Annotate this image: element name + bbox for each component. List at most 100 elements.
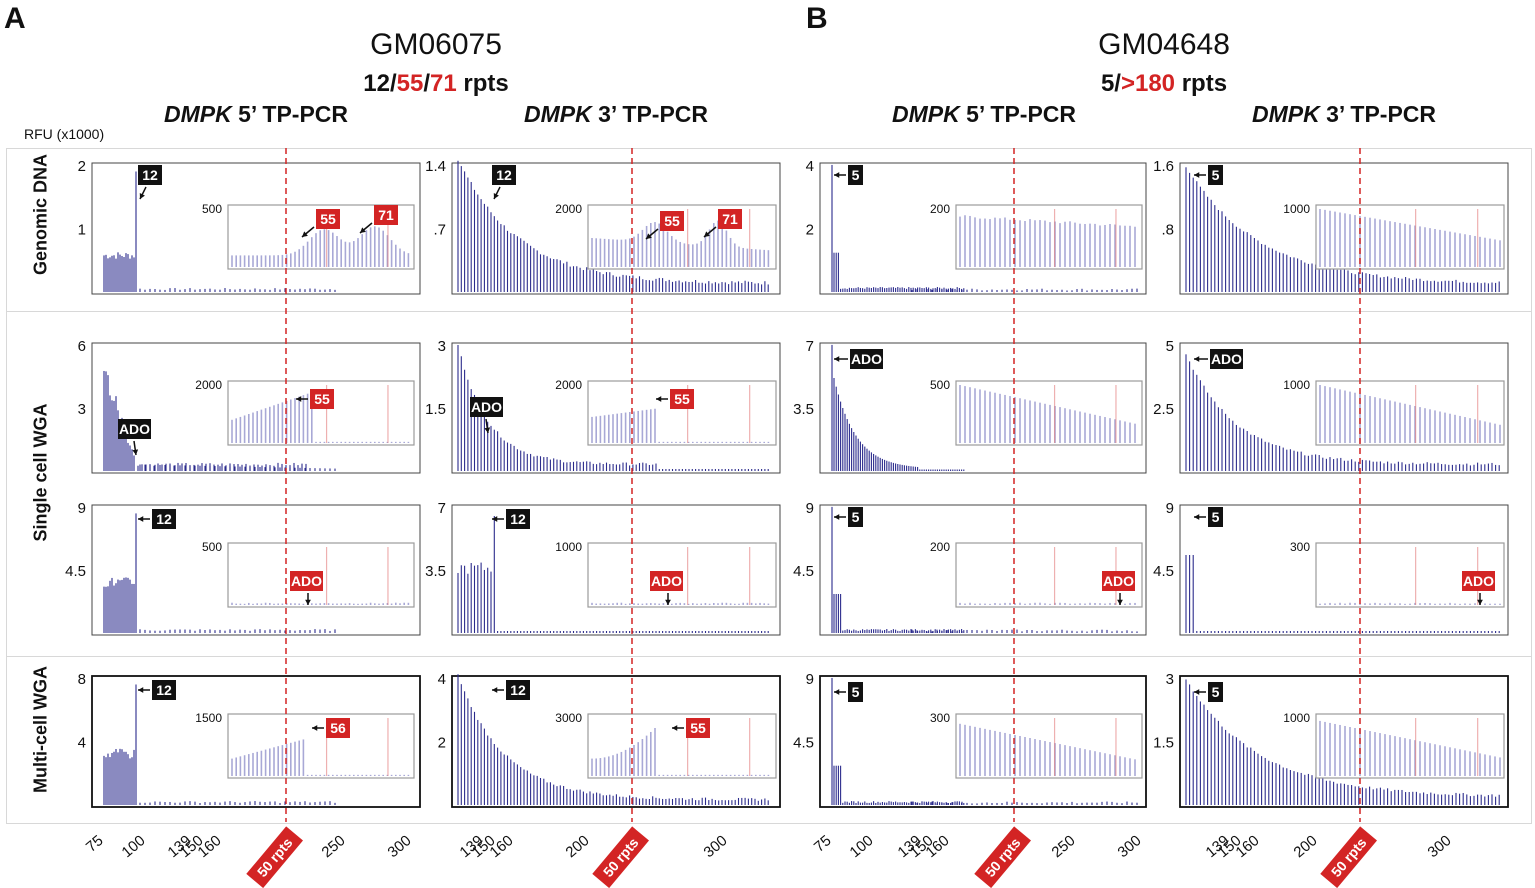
label-arrowhead	[138, 687, 144, 693]
label-arrowhead	[312, 725, 318, 731]
label-arrowhead	[834, 356, 840, 362]
peak-trace	[103, 370, 336, 471]
peak-label-71-bg	[374, 205, 398, 225]
peak-label-12: 12	[496, 167, 512, 183]
inset-frame	[587, 713, 777, 779]
peak-label-5: 5	[1212, 167, 1220, 183]
peak-label-55-bg	[686, 718, 710, 738]
inset-y-tick: 2000	[555, 378, 582, 392]
y-tick-mid: 2	[806, 222, 814, 239]
inset-y-tick: 500	[202, 202, 222, 216]
inset-y-tick: 1000	[1283, 711, 1310, 725]
inset-trace	[959, 602, 1136, 605]
label-arrowhead	[646, 233, 652, 239]
y-tick-max: 9	[806, 500, 814, 517]
allele-71: 71	[430, 70, 457, 97]
peak-trace	[457, 516, 769, 633]
y-tick-max: 6	[78, 338, 86, 355]
assay-label: 3’ TP-PCR	[598, 101, 709, 127]
inset-frame	[955, 380, 1143, 446]
gene-name: DMPK	[163, 101, 232, 127]
peak-trace	[457, 160, 769, 292]
peak-label-5-bg	[848, 682, 863, 702]
assay-title-b5: DMPK 5’ TP-PCR	[804, 101, 1164, 128]
label-arrowhead	[302, 231, 308, 237]
assay-title-a5: DMPK 5’ TP-PCR	[76, 101, 436, 128]
peak-label-55-bg	[670, 389, 694, 409]
y-tick-max: 9	[78, 500, 86, 517]
peak-label-12-bg	[152, 680, 176, 700]
y-tick-mid: 4.5	[65, 563, 86, 580]
peak-label-5: 5	[852, 167, 860, 183]
gene-name: DMPK	[523, 101, 592, 127]
ado-label: ADO	[1211, 351, 1242, 367]
y-tick-mid: 4.5	[1153, 563, 1174, 580]
inset-y-tick: 2000	[555, 202, 582, 216]
peak-trace	[457, 674, 769, 805]
label-arrowhead	[296, 396, 302, 402]
inset-y-tick: 1000	[1283, 378, 1310, 392]
cell-line-title-a: GM06075	[370, 28, 502, 61]
label-arrowhead	[1194, 356, 1200, 362]
x-tick-75: 75	[811, 832, 835, 856]
y-tick-max: 5	[1166, 338, 1174, 355]
y-tick-mid: 3.5	[793, 401, 814, 418]
peak-trace	[831, 164, 1138, 292]
label-arrowhead	[834, 689, 840, 695]
peak-label-55-bg	[310, 389, 334, 409]
repeat-summary-a: 12/55/71 rpts	[363, 70, 509, 97]
inset-trace	[1319, 385, 1501, 443]
ado-label-bg	[470, 397, 503, 417]
peak-label-12: 12	[510, 682, 526, 698]
peak-label-12: 12	[156, 511, 172, 527]
band-multi	[6, 656, 1532, 824]
peak-label-55: 55	[314, 391, 330, 407]
y-tick-mid: 1.5	[425, 401, 446, 418]
ado-label-red: ADO	[1103, 573, 1134, 589]
gene-name: DMPK	[891, 101, 960, 127]
label-arrowhead	[1194, 514, 1200, 520]
threshold-tag-bg	[974, 826, 1031, 888]
peak-trace	[1185, 555, 1500, 633]
y-tick-mid: 1.5	[1153, 735, 1174, 752]
peak-label-5-bg	[1208, 682, 1223, 702]
x-tick-200: 200	[1290, 832, 1320, 861]
label-arrowhead	[834, 172, 840, 178]
peak-label-55: 55	[320, 211, 336, 227]
ado-label: ADO	[851, 351, 882, 367]
x-tick-300: 300	[700, 832, 730, 861]
peak-label-12-bg	[492, 165, 516, 185]
allele-12: 12	[363, 70, 390, 97]
label-arrowhead	[484, 427, 491, 433]
y-tick-mid: 3	[78, 401, 86, 418]
peak-trace	[1185, 679, 1500, 805]
y-tick-max: 9	[1166, 500, 1174, 517]
label-arrowhead	[492, 687, 498, 693]
threshold-tag: 50 rpts	[246, 826, 303, 888]
ado-label: ADO	[119, 421, 150, 437]
label-arrowhead	[665, 599, 671, 605]
y-tick-mid: 4.5	[793, 735, 814, 752]
peak-label-55-bg	[660, 211, 684, 231]
ado-label-bg	[118, 419, 151, 439]
y-tick-mid: 2.5	[1153, 401, 1174, 418]
ado-label-red: ADO	[1463, 573, 1494, 589]
y-axis-label: RFU (x1000)	[24, 126, 105, 142]
peak-trace	[103, 684, 336, 805]
peak-label-56-bg	[326, 718, 350, 738]
peak-trace	[1185, 354, 1500, 471]
peak-label-5: 5	[852, 684, 860, 700]
x-tick-250: 250	[1048, 832, 1078, 861]
inset-frame	[227, 713, 415, 779]
y-tick-max: 1.6	[1153, 158, 1174, 175]
ado-label-red: ADO	[651, 573, 682, 589]
peak-label-71-bg	[718, 209, 742, 229]
y-tick-max: 1.4	[425, 158, 446, 175]
threshold-tag: 50 rpts	[592, 826, 649, 888]
inset-y-tick: 1000	[555, 540, 582, 554]
threshold-tag-bg	[592, 826, 649, 888]
x-tick-75: 75	[83, 832, 107, 856]
y-tick-mid: .8	[1161, 222, 1174, 239]
ado-label: ADO	[471, 399, 502, 415]
